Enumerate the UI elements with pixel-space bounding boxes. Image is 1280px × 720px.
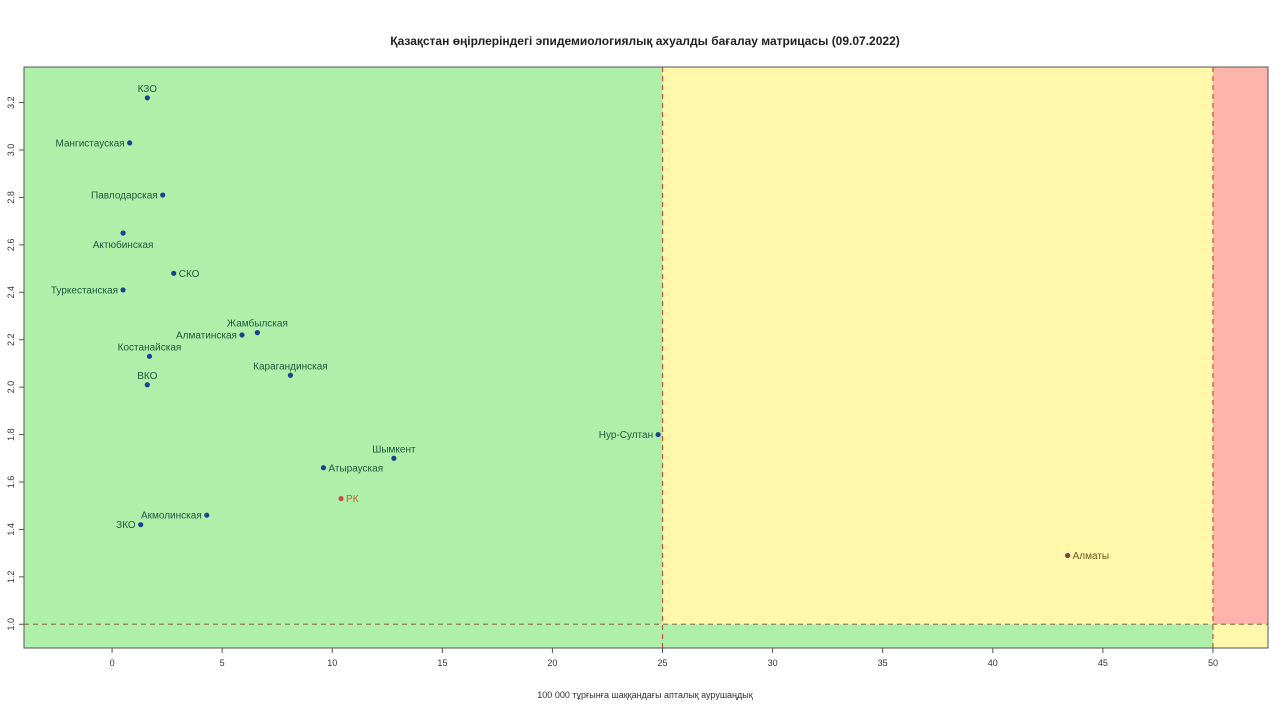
y-tick-label: 1.6	[6, 476, 16, 489]
y-tick-label: 2.6	[6, 239, 16, 252]
data-point-label: Алматинская	[176, 330, 237, 341]
data-point	[391, 455, 397, 461]
data-point	[171, 270, 177, 276]
y-tick-label: 2.4	[6, 286, 16, 299]
data-point	[338, 496, 344, 502]
x-tick-label: 35	[878, 658, 888, 668]
x-axis: 0 5 10 15 20 25 30 35 40 45 50	[110, 648, 1218, 668]
plot-border	[23, 66, 1269, 649]
chart-title: Қазақстан өңірлеріндегі эпидемиологиялық…	[390, 34, 900, 48]
data-point	[120, 287, 126, 293]
x-tick-label: 40	[988, 658, 998, 668]
data-point	[254, 330, 260, 336]
y-tick-label: 1.4	[6, 523, 16, 536]
data-point	[138, 522, 144, 528]
zone-red	[1212, 67, 1268, 625]
x-tick-label: 25	[658, 658, 668, 668]
data-point-label: ВКО	[137, 371, 157, 382]
x-tick-label: 50	[1208, 658, 1218, 668]
data-point-label: Мангистауская	[56, 138, 125, 149]
data-point	[146, 353, 153, 359]
x-tick-label: 0	[110, 658, 115, 668]
data-point	[120, 230, 126, 236]
y-tick-label: 3.0	[6, 144, 16, 157]
data-point-label: Костанайская	[118, 342, 182, 353]
data-point	[204, 512, 210, 518]
data-point-label: Карагандинская	[253, 361, 328, 372]
zone-green-bottom	[24, 624, 1213, 648]
data-point-label: Туркестанская	[51, 285, 118, 296]
data-point-label: Жамбылская	[227, 318, 288, 330]
data-point	[144, 382, 150, 388]
x-tick-label: 45	[1098, 658, 1108, 668]
data-point	[160, 192, 166, 198]
plot-frame	[23, 66, 1269, 649]
data-point-label: Акмолинская	[141, 511, 202, 522]
data-point-label: Алматы	[1073, 551, 1110, 562]
data-point	[320, 465, 327, 471]
data-point	[239, 332, 245, 338]
y-tick-label: 1.2	[6, 571, 16, 584]
data-point	[287, 372, 294, 378]
zone-green	[24, 67, 663, 625]
data-point	[144, 95, 150, 101]
data-point-label: РК	[346, 494, 359, 505]
y-tick-label: 2.2	[6, 333, 16, 346]
zones-layer	[24, 67, 1268, 648]
x-tick-label: 20	[547, 658, 557, 668]
y-tick-label: 2.8	[6, 191, 16, 204]
x-tick-label: 30	[768, 658, 778, 668]
data-point	[655, 431, 661, 438]
data-point-label: Нур-Султан	[599, 430, 653, 441]
threshold-lines	[24, 67, 1268, 648]
data-points: КЗО Мангистауская Павлодарская Актюбинская С…	[51, 84, 1109, 562]
y-axis: 1.0 1.2 1.4 1.6 1.8 2.0 2.2 2.4 2.6 2.8 3.0 3.2	[6, 96, 24, 631]
data-point-label: КЗО	[138, 84, 158, 95]
data-point-label: Шымкент	[372, 444, 416, 455]
x-tick-label: 10	[327, 658, 337, 668]
y-tick-label: 1.0	[6, 618, 16, 631]
data-point	[127, 140, 133, 146]
x-axis-label: 100 000 тұрғынға шаққандағы апталық ауру…	[537, 690, 752, 700]
data-point-label: ЗКО	[116, 520, 136, 531]
y-tick-label: 3.2	[6, 96, 16, 109]
data-point-label: Актюбинская	[93, 239, 154, 251]
y-tick-label: 1.8	[6, 428, 16, 441]
x-tick-label: 5	[220, 658, 225, 668]
x-tick-label: 15	[437, 658, 447, 668]
data-point-label: Атырауская	[328, 463, 383, 474]
data-point	[1065, 552, 1071, 559]
y-tick-label: 2.0	[6, 381, 16, 394]
data-point-label: Павлодарская	[91, 191, 158, 202]
data-point-label: СКО	[179, 269, 200, 280]
zone-yellow	[662, 67, 1213, 625]
zone-yellow-bottom	[1212, 624, 1268, 648]
